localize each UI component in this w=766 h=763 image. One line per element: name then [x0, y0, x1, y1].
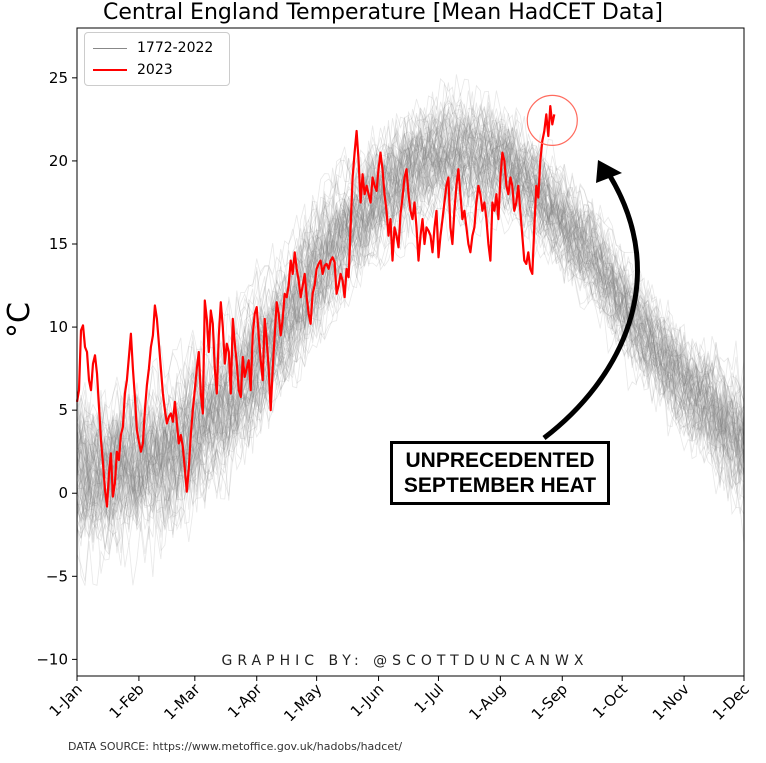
historical-line: [76, 74, 745, 543]
series-2023-group: [75, 104, 556, 508]
historical-line: [76, 105, 745, 501]
legend-entry-historical: 1772-2022: [93, 38, 213, 58]
historical-line: [76, 137, 745, 508]
historical-line: [76, 107, 745, 487]
historical-line: [76, 129, 745, 486]
historical-line: [76, 102, 745, 501]
historical-line: [76, 101, 745, 556]
historical-line: [76, 105, 745, 514]
historical-line: [76, 129, 745, 502]
historical-line: [76, 118, 745, 485]
legend-entry-2023: 2023: [93, 60, 173, 80]
annotation-line-1: UNPRECEDENTED: [405, 449, 595, 472]
historical-line: [76, 83, 745, 510]
legend-swatch-historical: [93, 47, 127, 49]
historical-line: [76, 105, 745, 506]
historical-line: [76, 123, 745, 550]
historical-line: [76, 124, 745, 543]
annotation-arrow: [542, 174, 640, 440]
x-tick-label: 1-Sep: [528, 680, 571, 723]
annotation-group: [526, 94, 640, 440]
x-tick-label: 1-Jul: [411, 680, 448, 717]
legend-label-historical: 1772-2022: [137, 40, 214, 56]
x-tick-label: 1-May: [280, 680, 325, 725]
y-tick-label: 15: [49, 235, 68, 253]
historical-line: [76, 133, 745, 530]
historical-line: [76, 78, 745, 492]
historical-line: [76, 106, 745, 552]
y-tick-label: 25: [49, 69, 68, 87]
plot-frame: [76, 27, 745, 677]
historical-line: [76, 123, 745, 503]
y-tick-label: −5: [46, 567, 68, 585]
historical-line: [76, 142, 745, 498]
x-tick-label: 1-Feb: [106, 680, 148, 722]
historical-line: [76, 148, 745, 532]
y-tick-label: 0: [58, 484, 68, 502]
historical-line: [76, 98, 745, 537]
historical-line: [76, 90, 745, 522]
y-tick-label: 10: [49, 318, 68, 336]
annotation-box: UNPRECEDENTED SEPTEMBER HEAT: [390, 441, 610, 505]
legend-swatch-2023: [93, 69, 127, 71]
historical-line: [76, 147, 745, 524]
historical-line: [76, 137, 745, 524]
x-tick-label: 1-Apr: [224, 680, 266, 722]
historical-line: [76, 108, 745, 537]
historical-line: [76, 162, 745, 455]
legend: 1772-2022 2023: [84, 32, 230, 86]
historical-line: [76, 152, 745, 530]
historical-line: [76, 118, 745, 530]
highlight-circle: [526, 94, 578, 146]
data-source: DATA SOURCE: https://www.metoffice.gov.u…: [68, 740, 403, 753]
x-tick-label: 1-Mar: [160, 680, 204, 724]
historical-line: [76, 112, 745, 503]
historical-line: [76, 90, 745, 529]
historical-line: [76, 155, 745, 509]
y-axis-label: °C: [2, 302, 37, 338]
historical-line: [76, 120, 745, 520]
historical-line: [76, 132, 745, 547]
historical-line: [76, 149, 745, 522]
historical-line: [76, 111, 745, 528]
x-tick-label: 1-Jun: [347, 680, 387, 720]
historical-line: [76, 113, 745, 525]
y-tick-label: 5: [58, 401, 68, 419]
x-tick-label: 1-Aug: [465, 680, 509, 724]
x-tick-label: 1-Nov: [649, 680, 693, 724]
historical-line: [76, 117, 745, 483]
x-tick-label: 1-Dec: [709, 680, 753, 724]
chart-title: Central England Temperature [Mean HadCET…: [102, 0, 664, 25]
historical-line: [76, 133, 745, 540]
historical-line: [76, 110, 745, 509]
y-tick-label: 20: [49, 152, 68, 170]
annotation-line-2: SEPTEMBER HEAT: [403, 474, 597, 497]
series-2023-line: [75, 104, 556, 508]
annotation-arrowhead: [596, 160, 622, 183]
historical-line: [76, 116, 745, 544]
historical-line: [76, 82, 745, 509]
y-tick-label: −10: [36, 650, 68, 668]
historical-lines-group: [76, 74, 745, 586]
legend-label-2023: 2023: [137, 62, 173, 78]
x-tick-label: 1-Oct: [589, 680, 631, 722]
x-tick-label: 1-Jan: [46, 680, 86, 720]
graphic-credit: GRAPHIC BY: @SCOTTDUNCANWX: [221, 653, 589, 669]
